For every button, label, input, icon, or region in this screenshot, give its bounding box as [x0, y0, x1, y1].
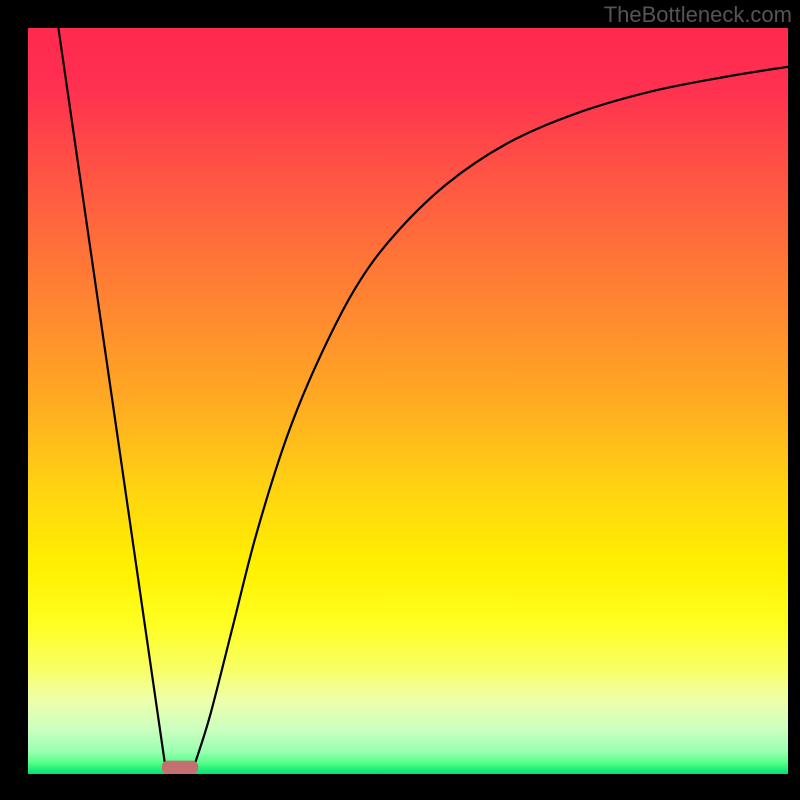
- optimal-marker: [162, 761, 198, 774]
- bottleneck-chart: [0, 0, 800, 800]
- chart-container: TheBottleneck.com: [0, 0, 800, 800]
- watermark-text: TheBottleneck.com: [604, 2, 792, 28]
- plot-background: [28, 28, 788, 774]
